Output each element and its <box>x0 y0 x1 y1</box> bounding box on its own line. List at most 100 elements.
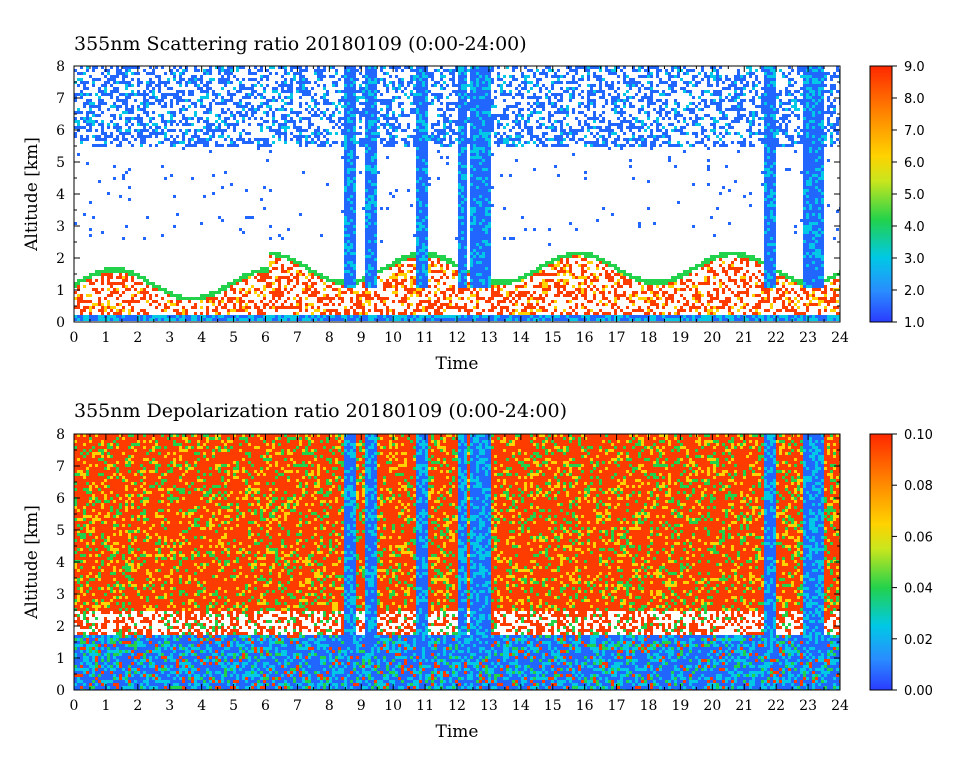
heatmap-cell <box>413 288 416 291</box>
heatmap-cell <box>320 144 323 147</box>
heatmap-cell <box>335 315 338 318</box>
heatmap-cell <box>140 291 143 294</box>
heatmap-cell <box>131 90 134 93</box>
heatmap-cell <box>521 72 524 75</box>
heatmap-cell <box>419 117 422 120</box>
heatmap-cell <box>386 306 389 309</box>
heatmap-cell <box>89 309 92 312</box>
heatmap-cell <box>488 102 491 105</box>
heatmap-cell <box>347 165 350 168</box>
heatmap-cell <box>485 237 488 240</box>
heatmap-cell <box>170 135 173 138</box>
heatmap-cell <box>482 99 485 102</box>
heatmap-cell <box>446 144 449 147</box>
heatmap-cell <box>143 276 146 279</box>
heatmap-cell <box>416 126 419 129</box>
heatmap-cell <box>140 108 143 111</box>
heatmap-cell <box>530 129 533 132</box>
heatmap-cell <box>371 234 374 237</box>
heatmap-cell <box>365 216 368 219</box>
heatmap-cell <box>395 135 398 138</box>
heatmap-cell <box>185 309 188 312</box>
heatmap-cell <box>353 156 356 159</box>
heatmap-cell <box>89 123 92 126</box>
heatmap-cell <box>377 117 380 120</box>
heatmap-cell <box>86 162 89 165</box>
heatmap-cell <box>269 315 272 318</box>
heatmap-cell <box>158 84 161 87</box>
heatmap-cell <box>425 267 428 270</box>
heatmap-cell <box>392 312 395 315</box>
heatmap-cell <box>245 114 248 117</box>
heatmap-cell <box>104 75 107 78</box>
heatmap-cell <box>464 162 467 165</box>
heatmap-cell <box>263 306 266 309</box>
heatmap-cell <box>479 315 482 318</box>
heatmap-cell <box>536 99 539 102</box>
heatmap-cell <box>365 192 368 195</box>
heatmap-cell <box>506 114 509 117</box>
heatmap-cell <box>86 135 89 138</box>
heatmap-cell <box>155 99 158 102</box>
heatmap-cell <box>332 66 335 69</box>
heatmap-cell <box>281 108 284 111</box>
heatmap-cell <box>443 258 446 261</box>
heatmap-cell <box>386 267 389 270</box>
heatmap-cell <box>458 162 461 165</box>
heatmap-cell <box>182 135 185 138</box>
heatmap-cell <box>524 282 527 285</box>
heatmap-cell <box>425 168 428 171</box>
heatmap-cell <box>110 96 113 99</box>
heatmap-cell <box>539 294 542 297</box>
heatmap-cell <box>101 288 104 291</box>
heatmap-cell <box>86 111 89 114</box>
heatmap-cell <box>491 318 494 321</box>
heatmap-cell <box>488 285 491 288</box>
heatmap-cell <box>554 144 557 147</box>
heatmap-cell <box>479 216 482 219</box>
heatmap-cell <box>368 318 371 321</box>
heatmap-cell <box>152 111 155 114</box>
heatmap-cell <box>347 252 350 255</box>
heatmap-cell <box>476 315 479 318</box>
heatmap-cell <box>512 144 515 147</box>
heatmap-cell <box>137 123 140 126</box>
heatmap-cell <box>482 201 485 204</box>
heatmap-cell <box>422 309 425 312</box>
heatmap-cell <box>374 180 377 183</box>
heatmap-cell <box>440 315 443 318</box>
heatmap-cell <box>122 135 125 138</box>
heatmap-cell <box>371 237 374 240</box>
heatmap-cell <box>422 75 425 78</box>
heatmap-cell <box>350 195 353 198</box>
heatmap-cell <box>356 282 359 285</box>
heatmap-cell <box>221 318 224 321</box>
heatmap-cell <box>362 108 365 111</box>
heatmap-cell <box>416 123 419 126</box>
heatmap-cell <box>371 183 374 186</box>
heatmap-cell <box>425 228 428 231</box>
heatmap-cell <box>419 255 422 258</box>
heatmap-cell <box>461 87 464 90</box>
heatmap-cell <box>404 255 407 258</box>
heatmap-cell <box>245 96 248 99</box>
heatmap-cell <box>173 114 176 117</box>
heatmap-cell <box>176 303 179 306</box>
heatmap-cell <box>257 138 260 141</box>
heatmap-cell <box>80 90 83 93</box>
heatmap-cell <box>257 141 260 144</box>
heatmap-cell <box>230 138 233 141</box>
heatmap-cell <box>119 129 122 132</box>
heatmap-cell <box>305 144 308 147</box>
heatmap-cell <box>458 297 461 300</box>
heatmap-cell <box>251 72 254 75</box>
heatmap-cell <box>155 132 158 135</box>
heatmap-cell <box>491 288 494 291</box>
heatmap-cell <box>353 75 356 78</box>
heatmap-cell <box>488 141 491 144</box>
heatmap-cell <box>551 93 554 96</box>
heatmap-cell <box>302 84 305 87</box>
heatmap-cell <box>176 300 179 303</box>
heatmap-cell <box>479 96 482 99</box>
heatmap-cell <box>473 96 476 99</box>
